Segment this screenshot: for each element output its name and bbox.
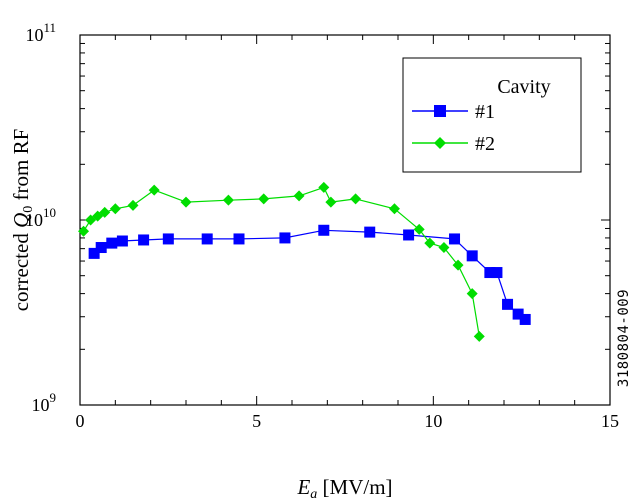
axis-ticks [79, 34, 611, 406]
legend-marker-series-1 [434, 105, 446, 117]
series-1-point [512, 308, 524, 320]
series-2-point [413, 223, 425, 235]
series-2-point [318, 181, 330, 193]
series-1-point [403, 229, 415, 241]
series-2-point [99, 206, 111, 218]
series-1-point [484, 267, 496, 279]
series-2-point [293, 190, 305, 202]
y-axis-title: corrected Q0 from RF [9, 129, 36, 312]
y-tick-label: 1010 [25, 205, 56, 230]
series-2-point [466, 288, 478, 300]
series-1-point [201, 233, 213, 245]
axis-labels: 0 5 10 15 109 1010 1011 [25, 20, 619, 431]
series-1-point [449, 233, 461, 245]
series-1-point [116, 235, 128, 247]
legend-title: Cavity [497, 76, 550, 98]
series-1-point [106, 237, 118, 249]
y-tick-label: 109 [32, 390, 57, 415]
series-1-point [162, 233, 174, 245]
series-2-point [258, 193, 270, 205]
series-2-point [438, 242, 450, 254]
series-2-point [388, 203, 400, 215]
series-2-point [180, 196, 192, 208]
y-tick-label: 1011 [25, 20, 56, 45]
series-2-point [127, 199, 139, 211]
x-axis-title: Ea [MV/m] [296, 475, 392, 500]
series-2-point [473, 330, 485, 342]
legend: Cavity #1 #2 [402, 57, 582, 173]
series-1-point [318, 224, 330, 236]
series-2-point [325, 196, 337, 208]
legend-marker-series-2 [434, 137, 446, 149]
data-series [78, 181, 531, 342]
series-2-point [350, 193, 362, 205]
x-tick-label: 0 [76, 411, 85, 431]
x-tick-label: 5 [252, 411, 261, 431]
series-1-point [233, 233, 245, 245]
series-1-point [95, 242, 107, 254]
series-1-point [519, 313, 531, 325]
series-1-point [138, 234, 150, 246]
figure-id-label: 3180804-009 [616, 289, 631, 387]
series-1-point [491, 267, 503, 279]
series-2-point [78, 225, 90, 237]
series-2-point [222, 194, 234, 206]
legend-label-series-2: #2 [475, 133, 495, 155]
x-tick-label: 15 [601, 411, 619, 431]
series-1-point [502, 298, 514, 310]
series-1-point [364, 226, 376, 238]
series-1-point [88, 247, 100, 259]
series-2-point [109, 203, 121, 215]
legend-label-series-1: #1 [475, 101, 495, 123]
series-1-point [279, 232, 291, 244]
x-tick-label: 10 [424, 411, 442, 431]
legend-box [402, 57, 582, 173]
series-2-point [452, 259, 464, 271]
series-2-point [424, 237, 436, 249]
series-1-point [466, 250, 478, 262]
series-2-point [148, 184, 160, 196]
